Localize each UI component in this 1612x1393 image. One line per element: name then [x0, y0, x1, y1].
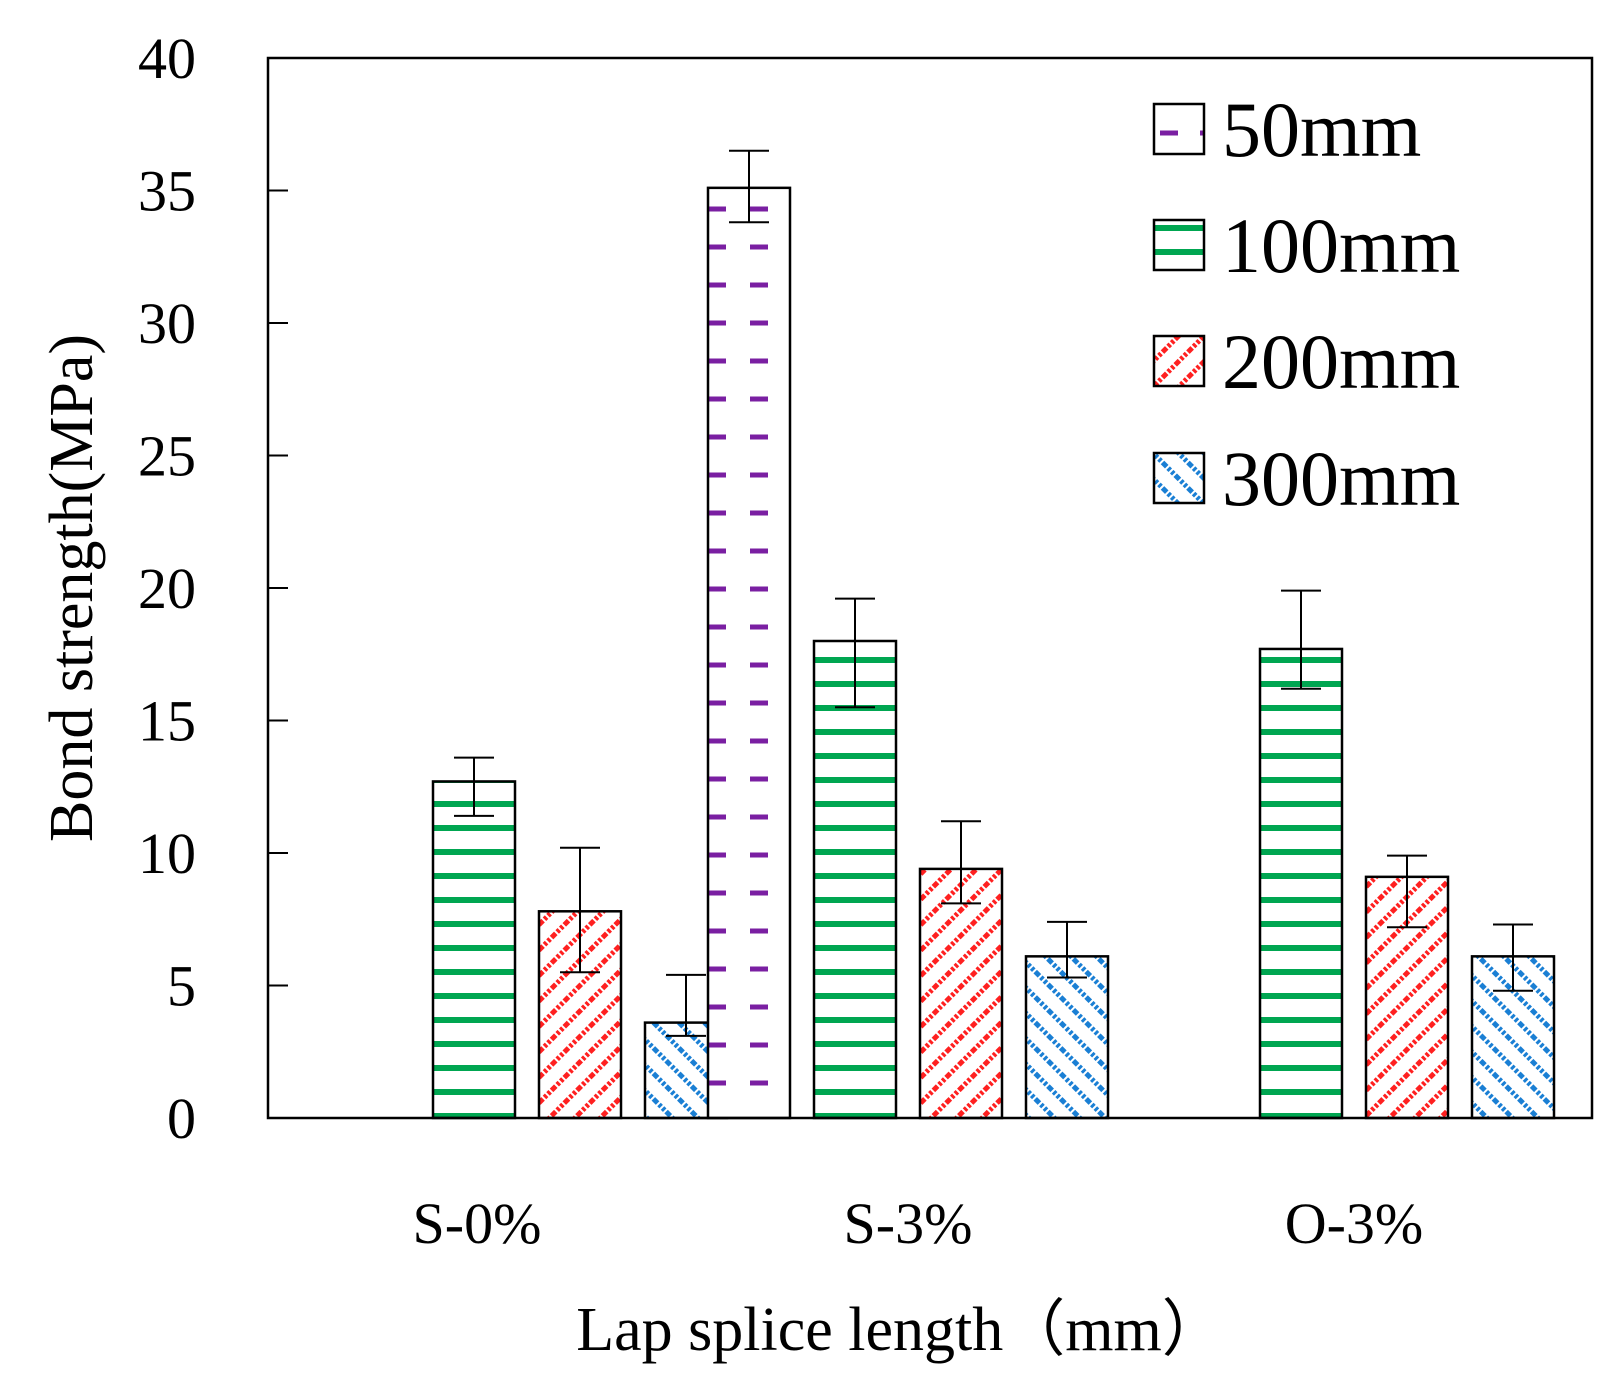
y-tick-label: 35: [138, 159, 196, 224]
bar-100mm-S-0%: [431, 780, 517, 1120]
bar-50mm-S-3%: [706, 186, 792, 1120]
legend: 50mm 100mm 200mm 300mm: [1152, 86, 1460, 522]
y-tick-label: 30: [138, 291, 196, 356]
x-axis-title: Lap splice length（mm）: [576, 1296, 1223, 1364]
legend-swatch-200mm: [1152, 334, 1206, 388]
error-bars-layer: [454, 149, 1533, 1037]
legend-label: 100mm: [1222, 202, 1460, 289]
bar-100mm-S-3%: [812, 639, 898, 1120]
bar-200mm-S-3%: [918, 867, 1004, 1120]
legend-label: 200mm: [1222, 318, 1460, 405]
plot-frame: [266, 56, 1594, 1120]
legend-swatch-50mm: [1152, 102, 1206, 156]
legend-swatch-300mm: [1152, 451, 1206, 505]
y-tick-label: 40: [138, 26, 196, 91]
bar-100mm-O-3%: [1258, 647, 1344, 1120]
y-tick-label: 15: [138, 689, 196, 754]
y-tick-label: 25: [138, 424, 196, 489]
bar-300mm-S-3%: [1024, 955, 1110, 1120]
y-tick-label: 0: [167, 1086, 196, 1151]
legend-swatch-100mm: [1152, 218, 1206, 272]
category-label: S-3%: [844, 1191, 973, 1256]
category-label: O-3%: [1285, 1191, 1424, 1256]
category-label: S-0%: [413, 1191, 542, 1256]
y-axis-title: Bond strength(MPa): [38, 334, 106, 842]
y-axis-ticks: 0 5 10 15 20 25 30 35 40: [138, 26, 288, 1151]
y-tick-label: 10: [138, 821, 196, 886]
y-tick-label: 20: [138, 556, 196, 621]
legend-label: 300mm: [1222, 435, 1460, 522]
legend-label: 50mm: [1222, 86, 1421, 173]
y-tick-label: 5: [167, 954, 196, 1019]
x-axis-category-labels: S-0% S-3% O-3%: [413, 1191, 1424, 1256]
